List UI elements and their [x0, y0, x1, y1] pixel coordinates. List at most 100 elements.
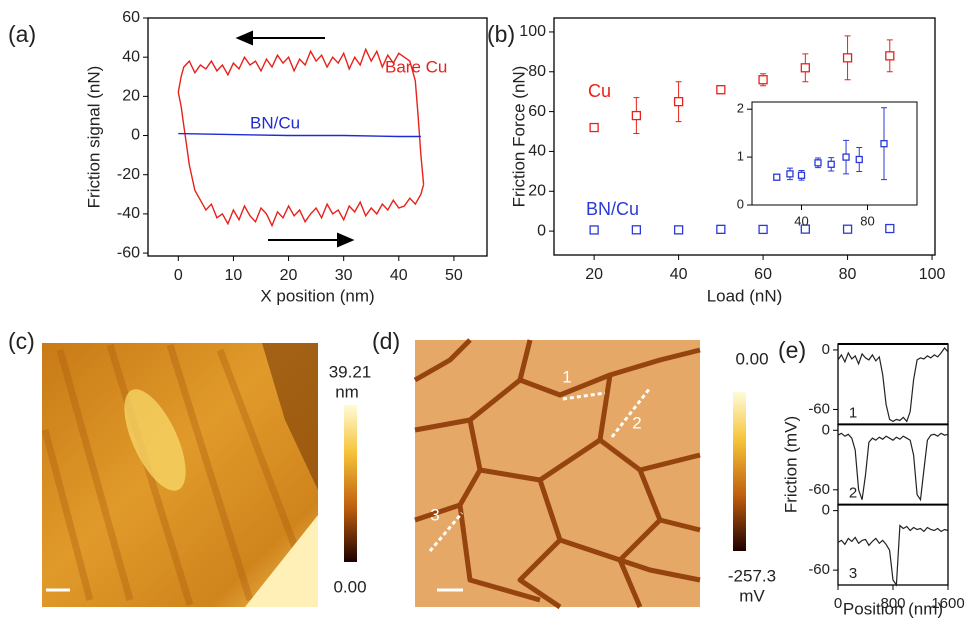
surface-streaks — [41, 343, 304, 607]
data-point — [716, 85, 726, 95]
x-axis-label: X position (nm) — [260, 286, 374, 305]
data-point — [797, 171, 806, 179]
data-point — [842, 153, 850, 161]
colorbar — [733, 392, 746, 551]
data-point — [631, 110, 642, 121]
bright-corner — [245, 515, 318, 607]
x-tick-label: 60 — [754, 266, 772, 283]
y-tick-label: 80 — [528, 63, 546, 80]
panel-label: (c) — [8, 328, 35, 354]
y-tick-label: -60 — [117, 244, 140, 261]
panel-label: (a) — [8, 21, 36, 47]
data-line — [837, 347, 949, 423]
colorbar-label: 0.00 — [735, 349, 768, 368]
series-label: BN/Cu — [586, 199, 639, 219]
y-tick-label: 20 — [528, 182, 546, 199]
streak — [56, 349, 134, 601]
image-background — [415, 340, 700, 607]
profile-number: 3 — [849, 565, 857, 582]
profile-label: 1 — [562, 367, 571, 386]
data-point — [758, 224, 768, 235]
arrow-head — [235, 30, 253, 46]
y-tick-label: 0 — [822, 421, 830, 438]
y-tick-label: 0 — [131, 127, 140, 144]
colorbar — [344, 405, 357, 562]
colorbar-unit: nm — [335, 382, 359, 401]
y-tick-label: -60 — [808, 481, 830, 498]
colorbar-label: -257.3 — [728, 566, 776, 585]
data-point — [673, 96, 684, 107]
series-label: Cu — [588, 81, 611, 101]
arrow-head — [337, 232, 355, 248]
plot-frame — [147, 17, 488, 257]
streak — [106, 343, 194, 607]
profile-line — [610, 387, 652, 438]
x-axis-label: Position (nm) — [843, 599, 943, 618]
colorbar-label: 39.21 — [329, 362, 372, 381]
y-tick-label: 60 — [122, 9, 140, 26]
y-tick-label: 40 — [528, 143, 546, 160]
x-tick-label: 40 — [794, 213, 808, 228]
y-tick-label: 0 — [822, 502, 830, 519]
data-point — [814, 159, 822, 167]
friction-map-image — [413, 338, 701, 610]
data-point — [589, 225, 599, 235]
series-label: Bare Cu — [385, 57, 447, 76]
series-label: BN/Cu — [250, 113, 300, 132]
x-tick-label: 100 — [919, 266, 946, 283]
data-line — [178, 132, 421, 138]
y-tick-label: -60 — [808, 400, 830, 417]
x-tick-label: 10 — [225, 267, 243, 284]
data-point — [800, 224, 810, 234]
profile-line — [428, 512, 464, 552]
streak — [216, 348, 304, 562]
x-tick-label: 0 — [834, 595, 842, 612]
dark-region — [262, 343, 318, 490]
y-tick-label: -40 — [117, 205, 140, 222]
scan-arrows — [235, 30, 355, 248]
x-tick-label: 0 — [174, 267, 183, 284]
data-point — [773, 173, 781, 181]
y-axis-label: Friction signal (nN) — [84, 66, 103, 209]
data-point — [716, 224, 726, 234]
profile-line — [562, 391, 606, 401]
y-tick-label: -60 — [808, 561, 830, 578]
x-tick-label: 80 — [860, 213, 874, 228]
y-tick-label: 100 — [519, 23, 546, 40]
streak — [166, 343, 254, 602]
data-point — [589, 122, 599, 133]
profile-label: 2 — [632, 413, 641, 432]
data-line — [177, 47, 425, 228]
data-point — [800, 63, 810, 73]
panel-label: (e) — [778, 337, 806, 363]
y-tick-label: 0 — [537, 222, 546, 239]
profile-number: 2 — [849, 485, 857, 502]
afm-height-image — [41, 343, 318, 607]
data-point — [842, 53, 853, 63]
grain-boundaries — [413, 338, 701, 610]
x-tick-label: 80 — [839, 266, 857, 283]
data-point — [631, 225, 642, 235]
data-point — [673, 225, 684, 235]
x-tick-label: 30 — [335, 267, 353, 284]
x-tick-label: 50 — [445, 267, 463, 284]
x-tick-label: 20 — [280, 267, 298, 284]
y-tick-label: 60 — [528, 103, 546, 120]
data-point — [880, 140, 888, 148]
data-line — [837, 432, 949, 502]
y-axis-label: Friction Force (nN) — [509, 66, 528, 208]
x-tick-label: 20 — [585, 266, 603, 283]
y-tick-label: 40 — [122, 48, 140, 65]
data-point — [786, 170, 794, 178]
data-point — [827, 160, 835, 168]
profile-label: 3 — [430, 505, 439, 524]
data-line — [837, 524, 949, 587]
y-tick-label: 0 — [737, 196, 744, 211]
x-tick-label: 40 — [670, 266, 688, 283]
x-tick-label: 40 — [390, 267, 408, 284]
data-point — [758, 75, 768, 85]
data-point — [842, 224, 853, 234]
bright-ridge — [124, 389, 186, 491]
streak — [41, 429, 94, 601]
